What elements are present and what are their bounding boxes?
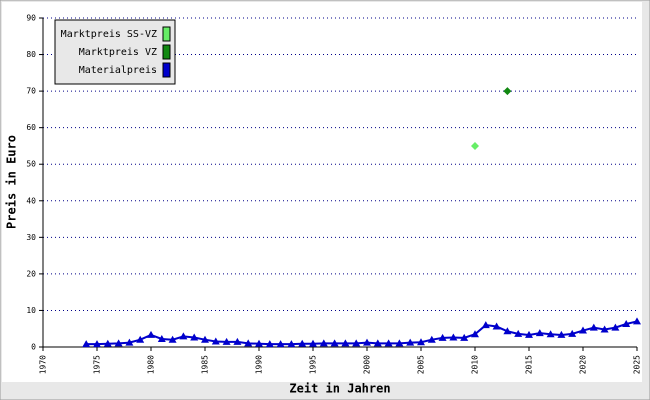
x-tick-label: 2015 [525, 355, 534, 374]
point [449, 333, 458, 341]
point [233, 337, 242, 345]
y-tick-label: 70 [26, 87, 36, 96]
point [341, 339, 350, 347]
x-tick-label: 1980 [147, 355, 156, 374]
point [125, 338, 134, 346]
point [481, 321, 490, 329]
point [190, 333, 199, 341]
point [589, 323, 598, 331]
point [114, 339, 123, 347]
point [287, 340, 296, 348]
point [147, 330, 155, 338]
point [471, 141, 479, 150]
point [211, 337, 220, 345]
legend-swatch [162, 26, 171, 42]
point [611, 323, 620, 331]
y-tick-label: 60 [26, 123, 36, 132]
point [492, 322, 501, 330]
x-tick-label: 2010 [471, 355, 480, 374]
point [201, 335, 209, 343]
point [406, 338, 415, 346]
y-tick-label: 0 [31, 343, 36, 352]
x-axis-label: Zeit in Jahren [289, 382, 390, 396]
point [222, 337, 231, 345]
point [330, 339, 339, 347]
point [514, 329, 523, 337]
y-tick-label: 90 [26, 14, 36, 23]
point [622, 319, 631, 327]
point [503, 327, 512, 335]
point [460, 333, 469, 341]
legend-label: Marktpreis VZ [79, 47, 157, 58]
y-tick-label: 10 [26, 306, 36, 315]
point [363, 338, 371, 346]
point [103, 339, 112, 347]
point [503, 87, 512, 96]
point [244, 339, 253, 347]
x-tick-label: 2000 [363, 355, 372, 374]
y-tick-label: 20 [26, 269, 36, 278]
x-tick-label: 2020 [579, 355, 588, 374]
point [157, 334, 166, 342]
point [546, 330, 555, 338]
point [633, 317, 641, 325]
point [384, 339, 393, 347]
point [319, 339, 328, 347]
line [86, 320, 638, 346]
point [417, 338, 425, 346]
y-axis-label: Preis in Euro [5, 135, 19, 229]
y-tick-label: 80 [26, 50, 36, 59]
point [136, 335, 145, 343]
point [600, 325, 609, 333]
point [373, 339, 382, 347]
point [438, 333, 447, 341]
y-tick-label: 30 [26, 233, 36, 242]
point [568, 329, 577, 337]
point [309, 339, 317, 347]
y-tick-label: 40 [26, 196, 36, 205]
x-tick-label: 1985 [201, 355, 210, 374]
x-tick-label: 1975 [93, 355, 102, 374]
legend-swatch [162, 62, 171, 78]
legend-label: Materialpreis [79, 65, 157, 76]
point [168, 335, 177, 343]
point [179, 332, 188, 340]
point [265, 340, 274, 348]
point [352, 339, 361, 347]
point [471, 330, 479, 338]
point [525, 330, 533, 338]
y-tick-label: 50 [26, 160, 36, 169]
point [427, 335, 436, 343]
point [276, 340, 285, 348]
point [93, 340, 101, 348]
x-tick-label: 2025 [633, 355, 642, 374]
point [535, 329, 544, 337]
x-tick-label: 1990 [255, 355, 264, 374]
legend-swatch [162, 44, 171, 60]
x-tick-label: 1970 [39, 355, 48, 374]
x-tick-label: 1995 [309, 355, 318, 374]
legend-box [54, 19, 176, 85]
point [557, 330, 566, 338]
point [395, 339, 404, 347]
point [579, 326, 587, 334]
point [82, 340, 91, 348]
point [298, 339, 307, 347]
x-tick-label: 2005 [417, 355, 426, 374]
point [255, 339, 263, 347]
legend-label: Marktpreis SS-VZ [61, 29, 157, 40]
